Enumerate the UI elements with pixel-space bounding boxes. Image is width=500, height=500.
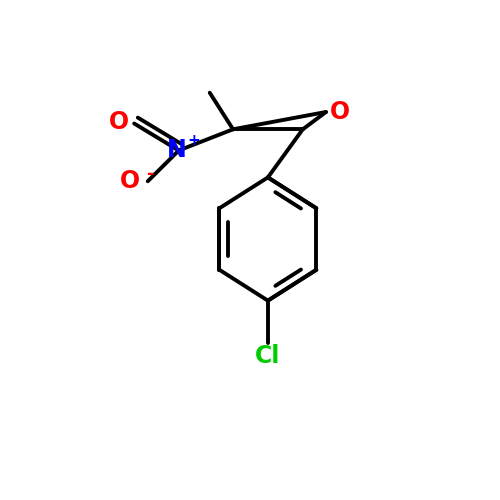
Text: N: N <box>167 138 186 162</box>
Text: O: O <box>108 110 129 134</box>
Text: Cl: Cl <box>255 344 280 368</box>
Text: -: - <box>147 164 154 182</box>
Text: +: + <box>187 134 200 148</box>
Text: O: O <box>330 100 349 124</box>
Text: O: O <box>120 170 141 194</box>
